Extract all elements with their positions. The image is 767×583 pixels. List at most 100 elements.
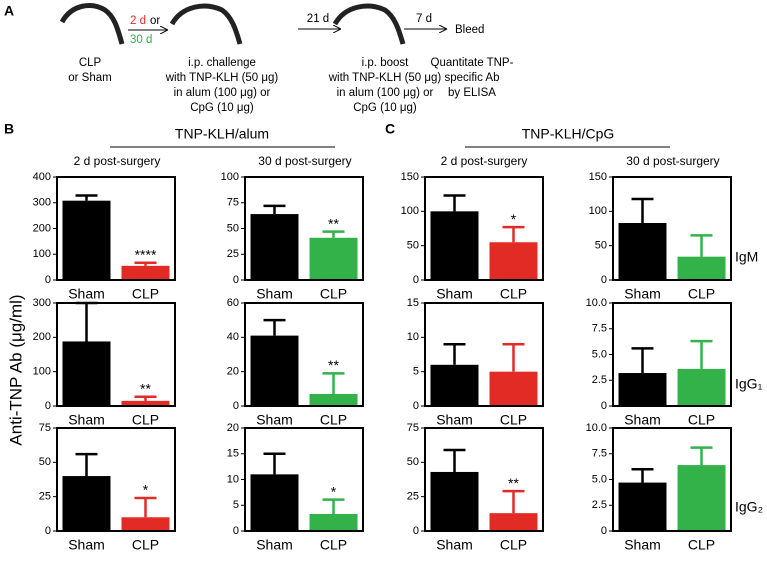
x-tick-label: CLP [688,412,715,428]
delay-label: 2 d [130,15,146,27]
step-text: in alum (100 μg) or [174,87,271,99]
significance: **** [135,246,157,262]
y-tick-label: 0 [413,274,419,286]
bar [62,200,111,280]
step-text: i.p. boost [362,57,409,69]
y-tick-label: 5.0 [592,473,607,485]
y-tick-label: 10 [227,473,239,485]
bar [618,373,667,406]
x-tick-label: Sham [436,286,473,302]
delay-label: 21 d [307,13,329,25]
error-bar [443,342,466,365]
significance: ** [328,215,339,231]
y-tick-label: 100 [33,248,51,260]
error-bar [443,448,466,472]
y-tick-label: 75 [39,422,51,434]
x-tick-label: Sham [68,537,105,553]
x-tick-label: CLP [132,537,159,553]
plot-frame [244,176,364,281]
bar [62,341,111,406]
y-tick-label: 0 [45,274,51,286]
mouse-icon [169,3,243,45]
x-tick-label: CLP [132,286,159,302]
y-tick-label: 300 [33,197,51,209]
y-tick-label: 0 [233,525,239,537]
y-tick-label: 0 [601,400,607,412]
x-tick-label: Sham [624,412,661,428]
panel-label: C [385,121,395,137]
y-tick-label: 0 [601,274,607,286]
error-bar [631,467,654,483]
bar [677,256,726,280]
bar [489,513,538,531]
error-bar [502,489,525,514]
bar [121,400,170,406]
error-bar [322,498,345,515]
bar [677,368,726,406]
x-tick-label: CLP [320,537,347,553]
row-label: IgG₁ [735,376,763,392]
y-axis-label: Anti-TNP Ab (μg/ml) [6,294,25,445]
y-tick-label: 50 [39,456,51,468]
y-tick-label: 2.5 [592,499,607,511]
y-tick-label: 75 [227,197,239,209]
y-tick-label: 50 [407,456,419,468]
error-bar [443,194,466,212]
y-tick-label: 15 [227,448,239,460]
x-tick-label: Sham [256,537,293,553]
significance: ** [508,475,519,491]
step-text: CLP [79,57,102,69]
y-tick-label: 5.0 [592,348,607,360]
step-text: by ELISA [448,87,496,99]
x-tick-label: Sham [68,286,105,302]
bar [309,393,358,406]
y-tick-label: 10 [407,331,419,343]
y-tick-label: 0 [45,525,51,537]
y-tick-label: 50 [407,240,419,252]
subtitle: 2 d post-surgery [74,154,161,168]
y-tick-label: 0 [233,274,239,286]
significance: * [331,483,337,499]
step-text: with TNP-KLH (50 μg) [165,72,279,84]
error-bar [322,372,345,394]
panel-label: B [4,121,14,137]
error-bar [502,225,525,243]
plot-frame [424,302,544,407]
y-tick-label: 100 [33,366,51,378]
error-bar [690,446,713,466]
y-tick-label: 100 [401,205,419,217]
y-tick-label: 0 [233,400,239,412]
step-text: specific Ab [445,72,500,84]
y-tick-label: 25 [227,248,239,260]
y-tick-label: 7.5 [592,323,607,335]
step-text: in alum (100 μg) or [337,87,434,99]
error-bar [134,395,157,401]
delay-label: or [150,15,160,27]
plot-frame [244,427,364,532]
y-tick-label: 100 [221,171,239,183]
y-tick-label: 25 [407,491,419,503]
mouse-icon [332,3,406,45]
step-text: or Sham [68,72,111,84]
plot-frame [612,427,732,532]
bar [489,371,538,406]
error-bar [263,452,286,475]
y-tick-label: 10.0 [586,297,607,309]
y-tick-label: 0 [413,525,419,537]
x-tick-label: CLP [500,286,527,302]
y-tick-label: 0 [45,400,51,412]
x-tick-label: Sham [624,286,661,302]
y-tick-label: 50 [595,240,607,252]
x-tick-label: CLP [500,412,527,428]
plot-frame [612,302,732,407]
y-tick-label: 5 [233,499,239,511]
y-tick-label: 400 [33,171,51,183]
x-tick-label: CLP [320,412,347,428]
subtitle: 2 d post-surgery [441,154,528,168]
y-tick-label: 75 [407,422,419,434]
error-bar [134,261,157,266]
error-bar [690,234,713,257]
x-tick-label: CLP [500,537,527,553]
plot-frame [424,427,544,532]
x-tick-label: CLP [132,412,159,428]
